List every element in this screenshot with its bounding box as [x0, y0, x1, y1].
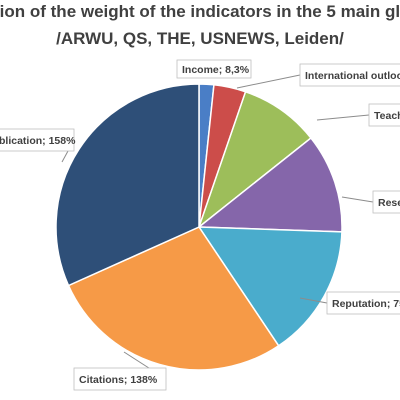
pie-slice [197, 226, 343, 347]
chart-title-line-1: tion of the weight of the indicators in … [0, 2, 400, 21]
data-label-box [0, 128, 75, 152]
chart-title-line-2: /ARWU, QS, THE, USNEWS, Leiden/ [56, 29, 344, 48]
data-label-box [73, 367, 167, 391]
data-label: Resea [378, 197, 400, 209]
leader-line [236, 74, 301, 89]
data-label-box [368, 103, 400, 127]
data-label-box [326, 291, 400, 315]
data-label: International outloo [305, 70, 400, 82]
data-label-box [299, 63, 400, 87]
pie-slice [55, 83, 200, 287]
data-label-box [176, 59, 252, 79]
pie-slice [196, 136, 343, 233]
leader-line [316, 114, 370, 121]
data-label: Citations; 138% [79, 374, 158, 386]
leader-line [299, 297, 328, 304]
data-label: Income; 8,3% [182, 64, 250, 76]
leader-line [341, 196, 374, 203]
pie-slice [197, 90, 312, 230]
data-label: blication; 158% [0, 135, 76, 147]
data-label-box [372, 190, 400, 214]
data-label: Teach [374, 110, 400, 122]
data-label: Reputation; 75 [332, 298, 400, 310]
